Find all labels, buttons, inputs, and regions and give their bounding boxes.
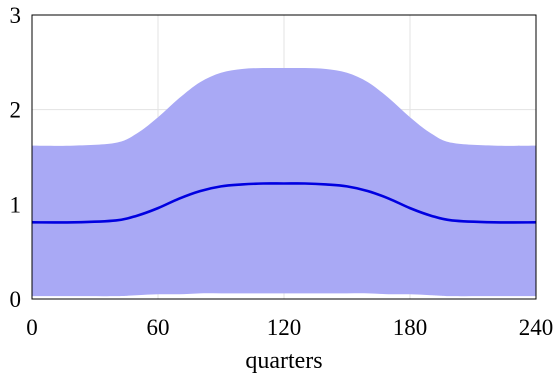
plot-frame (31, 14, 537, 300)
median-line (31, 182, 537, 224)
x-tick-label: 240 (519, 315, 554, 340)
x-tick-label: 0 (26, 315, 38, 340)
y-tick-label: 3 (10, 3, 22, 28)
y-tick-label: 2 (10, 98, 22, 123)
confidence-band-layer (32, 67, 536, 297)
y-tick-label: 1 (10, 192, 22, 217)
x-axis-label: quarters (245, 348, 322, 374)
confidence-band (32, 67, 536, 297)
x-tick-label: 60 (147, 315, 170, 340)
y-tick-label: 0 (10, 287, 22, 312)
tick-labels: 0 60 120 180 240 0 1 2 3 (10, 3, 554, 340)
x-tick-label: 180 (393, 315, 428, 340)
median-line-layer (31, 182, 537, 224)
x-tick-label: 120 (267, 315, 302, 340)
